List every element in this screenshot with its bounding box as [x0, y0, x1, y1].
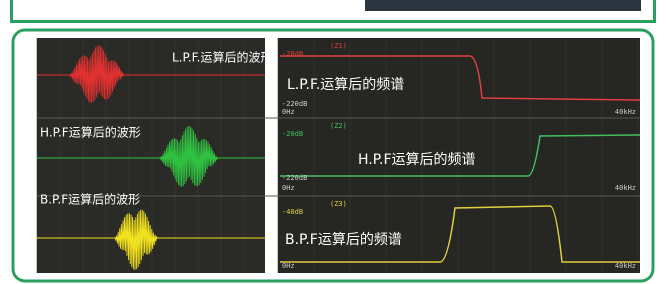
axis-bottom: -220dB — [282, 100, 307, 108]
x-end: 40kHz — [615, 262, 636, 270]
axis-bottom: -220dB — [282, 174, 307, 182]
waveform-label: B.P.F运算后的波形 — [40, 192, 140, 207]
channel: (Z1) — [330, 42, 347, 50]
x-start: 0Hz — [282, 108, 295, 116]
x-end: 40kHz — [615, 184, 636, 192]
axis-top: -40dB — [282, 208, 303, 216]
x-start: 0Hz — [282, 262, 295, 270]
axis-top: -20dB — [282, 50, 303, 58]
channel: (Z3) — [330, 200, 347, 208]
page: L.P.F.运算后的波形 H.P.F运算后的波形 B.P.F运算后的波形 L.P… — [0, 0, 666, 284]
divider — [10, 20, 656, 23]
x-end: 40kHz — [615, 108, 636, 116]
top-bar — [365, 0, 641, 11]
figure: L.P.F.运算后的波形 H.P.F运算后的波形 B.P.F运算后的波形 L.P… — [0, 0, 666, 284]
frame-edge — [653, 0, 656, 22]
waveform-label: L.P.F.运算后的波形 — [172, 50, 272, 65]
axis-top: -20dB — [282, 130, 303, 138]
spectrum-label: L.P.F.运算后的频谱 — [287, 77, 404, 93]
frame-edge — [10, 0, 13, 22]
channel: (Z2) — [330, 122, 347, 130]
spectrum-label: H.P.F运算后的频谱 — [358, 152, 476, 168]
x-start: 0Hz — [282, 184, 295, 192]
waveform-label: H.P.F运算后的波形 — [40, 125, 141, 140]
spectrum-label: B.P.F运算后的频谱 — [285, 232, 402, 248]
